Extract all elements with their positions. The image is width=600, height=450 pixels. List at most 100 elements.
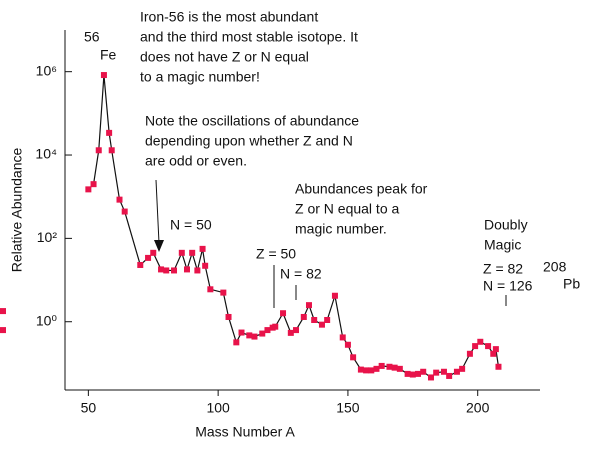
annotation: Iron-56 is the most abundant <box>140 9 318 25</box>
x-tick-label: 50 <box>81 400 97 416</box>
data-point <box>427 374 434 381</box>
data-point <box>100 72 107 79</box>
x-tick-label: 200 <box>466 400 490 416</box>
arrow-head <box>154 240 164 252</box>
data-point <box>453 368 460 375</box>
annotation: Doubly <box>484 217 528 233</box>
data-point <box>318 321 325 328</box>
data-point <box>293 327 300 334</box>
annotation: and the third most stable isotope. It <box>140 29 358 45</box>
annotation: N = 126 <box>483 278 533 294</box>
data-point <box>171 267 178 274</box>
data-point <box>344 341 351 348</box>
data-point <box>189 249 196 256</box>
annotation: Magic <box>484 237 521 253</box>
data-point <box>194 267 201 274</box>
data-point <box>495 363 502 370</box>
data-point <box>378 362 385 369</box>
data-point <box>116 196 123 203</box>
annotation: Abundances peak for <box>295 181 428 197</box>
data-point <box>95 147 102 154</box>
data-point <box>311 316 318 323</box>
data-point <box>350 354 357 361</box>
data-point <box>106 129 113 136</box>
annotation: are odd or even. <box>145 153 247 169</box>
data-point <box>339 334 346 341</box>
x-axis-label: Mass Number A <box>195 424 295 440</box>
data-point <box>363 367 370 374</box>
annotation: Z = 50 <box>256 246 296 262</box>
isotope-mass: 56 <box>84 29 100 45</box>
x-tick-label: 150 <box>336 400 360 416</box>
data-point <box>85 186 92 193</box>
data-point <box>0 327 6 334</box>
data-point <box>466 350 473 357</box>
data-point <box>121 208 128 215</box>
x-tick-label: 100 <box>206 400 230 416</box>
data-point <box>391 364 398 371</box>
data-point <box>324 316 331 323</box>
data-point <box>472 343 479 350</box>
annotation: to a magic number! <box>140 69 260 85</box>
data-point <box>287 329 294 336</box>
data-point <box>108 147 115 154</box>
data-point <box>259 330 266 337</box>
data-point <box>225 313 232 320</box>
annotation: N = 50 <box>170 217 212 233</box>
annotation: does not have Z or N equal <box>140 49 309 65</box>
data-point <box>233 339 240 346</box>
data-point <box>415 370 422 377</box>
y-tick-label: 10⁶ <box>36 62 57 78</box>
data-point <box>137 261 144 268</box>
annotation: Z = 82 <box>483 261 523 277</box>
data-point <box>90 181 97 188</box>
data-point <box>207 286 214 293</box>
data-point <box>409 371 416 378</box>
data-point <box>490 350 497 357</box>
annotation: N = 82 <box>280 266 322 282</box>
data-point <box>440 368 447 375</box>
data-point <box>150 249 157 256</box>
data-point <box>264 327 271 334</box>
data-point <box>331 292 338 299</box>
annotation: depending upon whether Z and N <box>145 133 353 149</box>
y-tick-label: 10⁴ <box>35 146 57 162</box>
data-point <box>158 266 165 273</box>
data-point <box>280 310 287 317</box>
data-point <box>251 333 258 340</box>
annotation: magic number. <box>295 221 387 237</box>
data-point <box>459 365 466 372</box>
data-point <box>433 369 440 376</box>
data-point <box>183 266 190 273</box>
data-point <box>396 365 403 372</box>
data-point <box>199 245 206 252</box>
isotope-symbol: Fe <box>100 47 117 63</box>
isotope-symbol: Pb <box>563 276 580 292</box>
arrow <box>155 179 160 244</box>
data-point <box>202 262 209 269</box>
y-axis-label: Relative Abundance <box>9 148 25 273</box>
annotation: Note the oscillations of abundance <box>145 113 359 129</box>
data-point <box>373 365 380 372</box>
y-tick-label: 10⁰ <box>36 312 58 328</box>
data-point <box>420 368 427 375</box>
data-point <box>220 289 227 296</box>
data-point <box>492 346 499 353</box>
isotope-mass: 208 <box>543 259 567 275</box>
annotation: Z or N equal to a <box>295 201 399 217</box>
data-point <box>485 343 492 350</box>
data-point <box>368 367 375 374</box>
data-point <box>0 308 6 315</box>
y-tick-label: 10² <box>37 229 58 245</box>
data-point <box>305 302 312 309</box>
data-point <box>404 370 411 377</box>
data-point <box>386 363 393 370</box>
data-point <box>357 366 364 373</box>
data-point <box>300 313 307 320</box>
data-point <box>246 332 253 339</box>
data-point <box>145 254 152 261</box>
data-point <box>163 267 170 274</box>
data-point <box>446 372 453 379</box>
data-point <box>272 323 279 330</box>
